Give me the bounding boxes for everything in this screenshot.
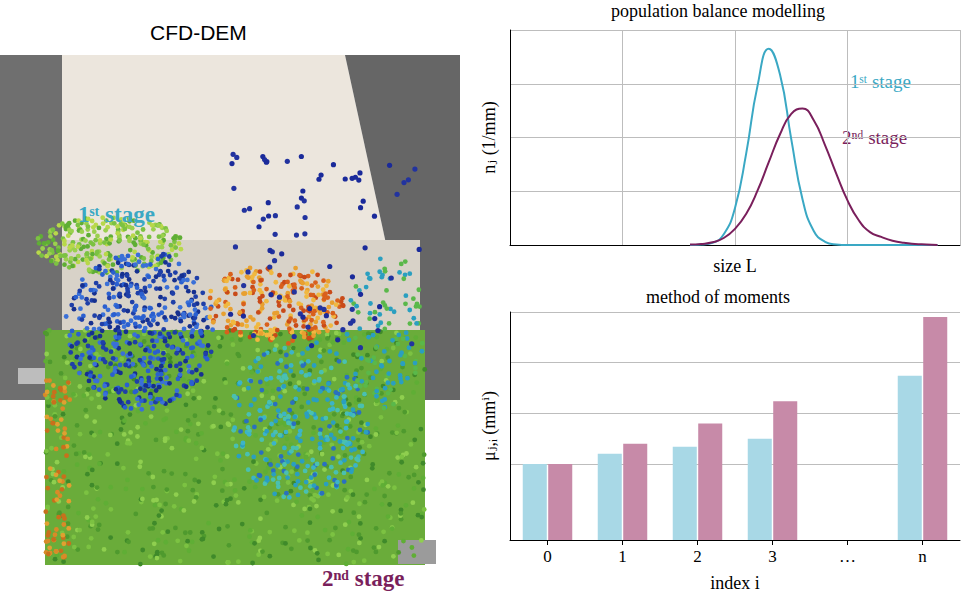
svg-text:population balance modelling: population balance modelling — [611, 1, 825, 21]
svg-text:2: 2 — [693, 547, 702, 566]
svg-text:size L: size L — [713, 256, 756, 276]
svg-text:CFD-DEM: CFD-DEM — [150, 21, 247, 44]
svg-text:index i: index i — [710, 573, 760, 593]
svg-text:μⱼ,ᵢ (mmⁱ): μⱼ,ᵢ (mmⁱ) — [479, 391, 500, 461]
svg-text:2ⁿᵈ stage: 2ⁿᵈ stage — [842, 127, 908, 148]
svg-text:0: 0 — [543, 547, 552, 566]
svg-text:…: … — [839, 547, 856, 566]
svg-text:method of moments: method of moments — [646, 287, 790, 307]
svg-text:1: 1 — [618, 547, 627, 566]
svg-text:3: 3 — [768, 547, 777, 566]
svg-text:nⱼ (1/mm): nⱼ (1/mm) — [479, 101, 500, 173]
svg-text:n: n — [918, 547, 927, 566]
svg-text:1ˢᵗ stage: 1ˢᵗ stage — [78, 202, 155, 227]
svg-text:1ˢᵗ stage: 1ˢᵗ stage — [850, 71, 911, 92]
svg-text:2ⁿᵈ stage: 2ⁿᵈ stage — [322, 566, 405, 591]
